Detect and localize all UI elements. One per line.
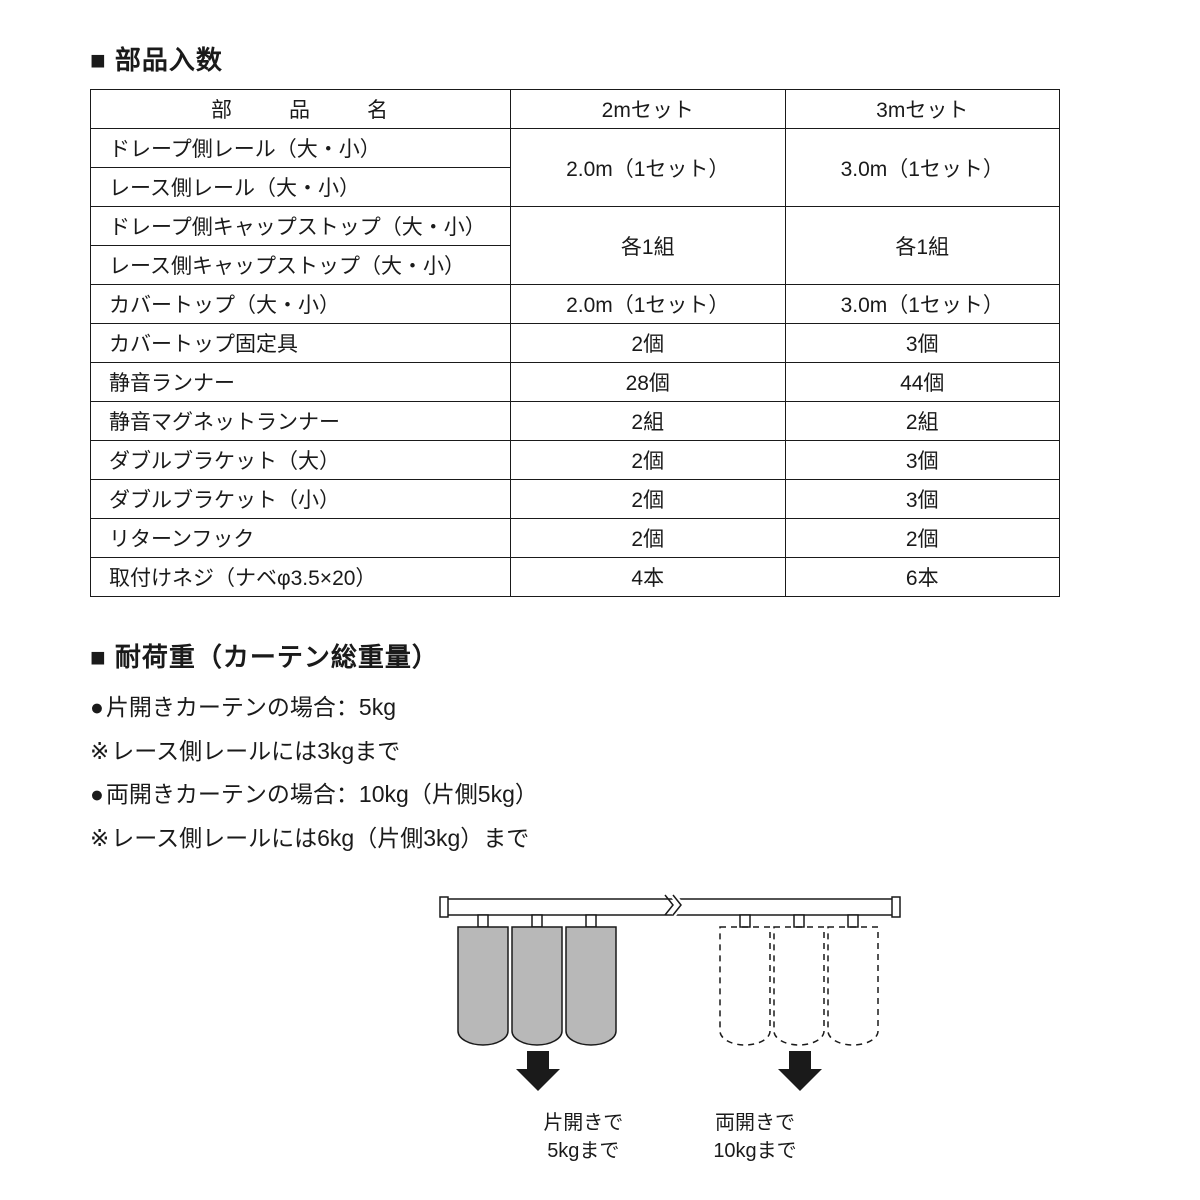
- table-row: 静音マグネットランナー 2組 2組: [91, 402, 1060, 441]
- arrow-down-left-icon: [516, 1051, 560, 1091]
- rail-icon: [440, 895, 900, 917]
- table-row: ダブルブラケット（小） 2個 3個: [91, 480, 1060, 519]
- hooks-left-icon: [478, 915, 596, 927]
- cell-2m: 2個: [511, 324, 786, 363]
- table-row: ダブルブラケット（大） 2個 3個: [91, 441, 1060, 480]
- table-row: 静音ランナー 28個 44個: [91, 363, 1060, 402]
- cell-3m: 6本: [785, 558, 1060, 597]
- cell-3m: 3.0m（1セット）: [785, 129, 1060, 207]
- diagram-label-text: 5kgまで: [547, 1140, 619, 1162]
- spec-line: 両開きカーテンの場合：10kg（片側5kg）: [90, 773, 1110, 817]
- spec-line: レース側レールには3kgまで: [90, 730, 1110, 774]
- cell-name: ダブルブラケット（大）: [91, 441, 511, 480]
- cell-2m: 各1組: [511, 207, 786, 285]
- parts-table: 部 品 名 2mセット 3mセット ドレープ側レール（大・小） 2.0m（1セッ…: [90, 89, 1060, 597]
- table-row: リターンフック 2個 2個: [91, 519, 1060, 558]
- cell-name: リターンフック: [91, 519, 511, 558]
- curtain-diagram: 片開きで 5kgまで 両開きで 10kgまで: [390, 891, 950, 1165]
- diagram-label-text: 片開きで: [543, 1112, 623, 1134]
- diagram-label-text: 両開きで: [715, 1112, 795, 1134]
- col-header-name: 部 品 名: [91, 90, 511, 129]
- cell-name: レース側レール（大・小）: [91, 168, 511, 207]
- section-parts-title: ■ 部品入数: [90, 40, 1110, 77]
- col-header-2m: 2mセット: [511, 90, 786, 129]
- diagram-label-left: 片開きで 5kgまで: [543, 1109, 623, 1165]
- cell-2m: 28個: [511, 363, 786, 402]
- col-header-3m: 3mセット: [785, 90, 1060, 129]
- cell-3m: 2個: [785, 519, 1060, 558]
- cell-name: 静音ランナー: [91, 363, 511, 402]
- table-row: カバートップ（大・小） 2.0m（1セット） 3.0m（1セット）: [91, 285, 1060, 324]
- spec-line: 片開きカーテンの場合：5kg: [90, 686, 1110, 730]
- curtain-diagram-svg: [390, 891, 950, 1096]
- cell-2m: 2個: [511, 441, 786, 480]
- cell-2m: 2個: [511, 519, 786, 558]
- diagram-label-text: 10kgまで: [713, 1140, 796, 1162]
- cell-3m: 2組: [785, 402, 1060, 441]
- cell-2m: 4本: [511, 558, 786, 597]
- cell-3m: 44個: [785, 363, 1060, 402]
- table-row: ドレープ側キャップストップ（大・小） 各1組 各1組: [91, 207, 1060, 246]
- cell-3m: 各1組: [785, 207, 1060, 285]
- cell-2m: 2.0m（1セット）: [511, 285, 786, 324]
- table-row: カバートップ固定具 2個 3個: [91, 324, 1060, 363]
- arrow-down-right-icon: [778, 1051, 822, 1091]
- cell-3m: 3個: [785, 324, 1060, 363]
- spec-line: レース側レールには6kg（片側3kg）まで: [90, 817, 1110, 861]
- diagram-label-right: 両開きで 10kgまで: [713, 1109, 796, 1165]
- cell-name: ダブルブラケット（小）: [91, 480, 511, 519]
- curtain-solid-icon: [458, 927, 616, 1045]
- cell-name: レース側キャップストップ（大・小）: [91, 246, 511, 285]
- table-row: ドレープ側レール（大・小） 2.0m（1セット） 3.0m（1セット）: [91, 129, 1060, 168]
- cell-name: カバートップ固定具: [91, 324, 511, 363]
- hooks-right-icon: [740, 915, 858, 927]
- cell-name: 静音マグネットランナー: [91, 402, 511, 441]
- cell-3m: 3個: [785, 441, 1060, 480]
- table-header-row: 部 品 名 2mセット 3mセット: [91, 90, 1060, 129]
- curtain-dashed-icon: [720, 927, 878, 1045]
- cell-2m: 2個: [511, 480, 786, 519]
- cell-name: 取付けネジ（ナベφ3.5×20）: [91, 558, 511, 597]
- table-row: 取付けネジ（ナベφ3.5×20） 4本 6本: [91, 558, 1060, 597]
- cell-3m: 3個: [785, 480, 1060, 519]
- cell-2m: 2組: [511, 402, 786, 441]
- cell-name: ドレープ側キャップストップ（大・小）: [91, 207, 511, 246]
- cell-name: ドレープ側レール（大・小）: [91, 129, 511, 168]
- cell-2m: 2.0m（1セット）: [511, 129, 786, 207]
- cell-name: カバートップ（大・小）: [91, 285, 511, 324]
- cell-3m: 3.0m（1セット）: [785, 285, 1060, 324]
- section-load-title: ■ 耐荷重（カーテン総重量）: [90, 637, 1110, 674]
- load-spec-block: 片開きカーテンの場合：5kg レース側レールには3kgまで 両開きカーテンの場合…: [90, 686, 1110, 861]
